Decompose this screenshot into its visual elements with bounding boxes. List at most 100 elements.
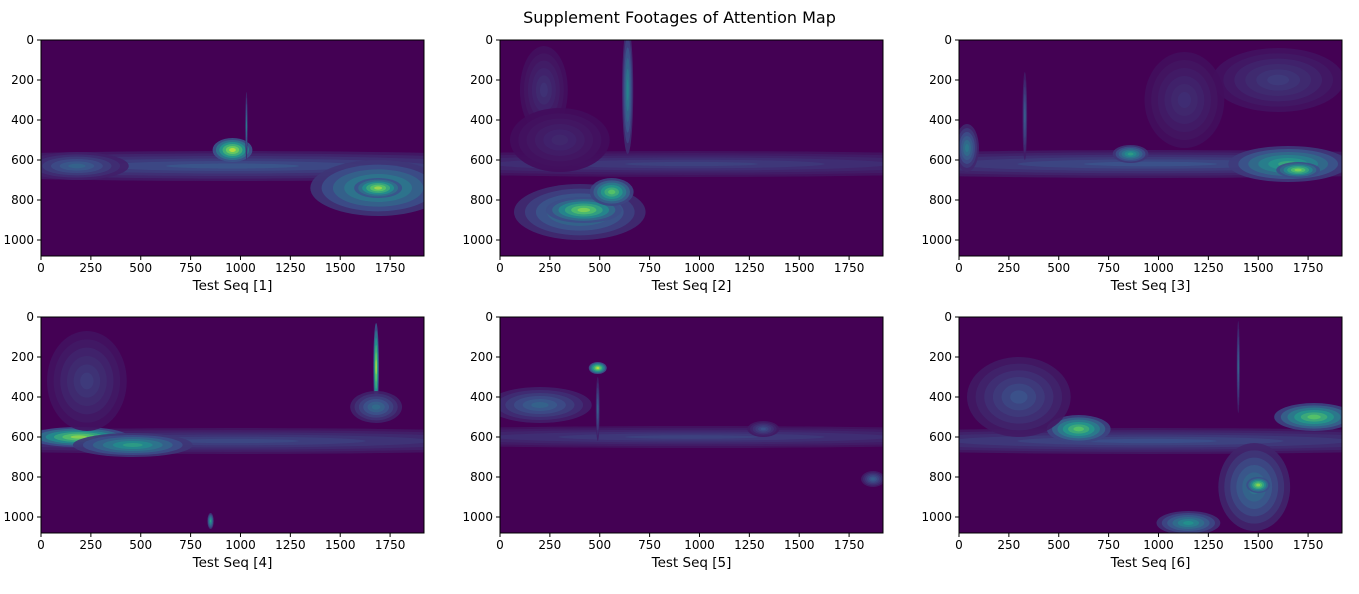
x-tick-label: 1000 xyxy=(1143,261,1174,275)
attention-region-3 xyxy=(1276,162,1321,178)
attention-region-6 xyxy=(1144,52,1225,148)
heatmap-panel-3: 0 250 500 750 1000 1250 1500 1750 0 200 400 600 800 1… xyxy=(921,33,1343,294)
heatmap-panel-6: 0 250 500 750 1000 1250 1500 1750 0 200 400 600 800 1… xyxy=(921,310,1343,571)
y-tick-label: 800 xyxy=(929,193,952,207)
y-tick-label: 600 xyxy=(11,430,34,444)
attention-region-5 xyxy=(747,421,780,437)
x-tick-label: 750 xyxy=(179,261,202,275)
y-tick-label: 1000 xyxy=(462,510,493,524)
x-tick-label: 250 xyxy=(997,538,1020,552)
heatmap-panel-2: 0 250 500 750 1000 1250 1500 1750 0 200 400 600 800 1… xyxy=(462,33,884,294)
y-tick-label: 800 xyxy=(470,193,493,207)
attention-region-6 xyxy=(41,152,129,180)
figure-title: Supplement Footages of Attention Map xyxy=(523,8,836,27)
y-tick-label: 0 xyxy=(944,310,952,324)
x-tick-label: 500 xyxy=(588,261,611,275)
attention-region-6 xyxy=(861,471,883,487)
y-tick-label: 800 xyxy=(11,193,34,207)
attention-region-8 xyxy=(1236,321,1240,413)
attention-region-5 xyxy=(245,92,248,160)
y-tick-label: 400 xyxy=(470,113,493,127)
attention-region-3 xyxy=(1274,403,1342,431)
y-tick-label: 200 xyxy=(470,350,493,364)
x-tick-label: 0 xyxy=(496,538,504,552)
attention-region-7 xyxy=(959,124,979,172)
x-tick-label: 250 xyxy=(997,261,1020,275)
y-tick-label: 0 xyxy=(944,33,952,47)
x-tick-label: 500 xyxy=(129,538,152,552)
attention-region-7 xyxy=(966,357,1071,437)
x-tick-label: 1250 xyxy=(1193,261,1224,275)
x-tick-label: 0 xyxy=(37,538,45,552)
x-tick-label: 0 xyxy=(37,261,45,275)
x-tick-label: 1750 xyxy=(1293,261,1324,275)
x-tick-label: 750 xyxy=(638,538,661,552)
axes-frame xyxy=(499,39,884,257)
y-tick-label: 200 xyxy=(929,73,952,87)
attention-region-4 xyxy=(212,138,253,162)
y-tick-label: 200 xyxy=(470,73,493,87)
x-tick-label: 1750 xyxy=(834,261,865,275)
x-tick-label: 1250 xyxy=(275,261,306,275)
x-tick-label: 1250 xyxy=(734,538,765,552)
attention-region-4 xyxy=(373,323,379,411)
x-tick-label: 1250 xyxy=(734,261,765,275)
y-tick-label: 0 xyxy=(26,33,34,47)
axes-frame xyxy=(958,316,1343,534)
y-tick-label: 1000 xyxy=(462,233,493,247)
x-tick-label: 1500 xyxy=(784,261,815,275)
x-tick-label: 250 xyxy=(79,538,102,552)
y-tick-label: 1000 xyxy=(921,510,952,524)
attention-region-3 xyxy=(588,362,607,374)
x-tick-label: 1000 xyxy=(225,261,256,275)
x-tick-label: 1500 xyxy=(1243,261,1274,275)
x-tick-label: 750 xyxy=(1097,538,1120,552)
x-tick-label: 0 xyxy=(955,261,963,275)
y-tick-label: 600 xyxy=(470,153,493,167)
x-tick-label: 1500 xyxy=(784,538,815,552)
y-tick-label: 400 xyxy=(11,390,34,404)
y-tick-label: 0 xyxy=(485,310,493,324)
x-tick-label: 1750 xyxy=(375,261,406,275)
x-axis-label: Test Seq [1] xyxy=(192,278,273,294)
x-tick-label: 1000 xyxy=(684,538,715,552)
attention-region-5 xyxy=(350,391,403,423)
y-tick-label: 400 xyxy=(470,390,493,404)
attention-region-1 xyxy=(500,426,883,448)
x-tick-label: 750 xyxy=(638,261,661,275)
y-tick-label: 0 xyxy=(485,33,493,47)
x-tick-label: 0 xyxy=(955,538,963,552)
x-tick-label: 1500 xyxy=(325,261,356,275)
y-tick-label: 200 xyxy=(929,350,952,364)
attention-region-4 xyxy=(589,178,634,206)
heatmap-panel-1: 0 250 500 750 1000 1250 1500 1750 0 200 400 600 800 1… xyxy=(3,33,425,294)
heatmap-panel-5: 0 250 500 750 1000 1250 1500 1750 0 200 400 600 800 1… xyxy=(462,310,884,571)
x-tick-label: 1750 xyxy=(375,538,406,552)
attention-region-3 xyxy=(72,433,193,457)
x-axis-label: Test Seq [5] xyxy=(651,555,732,571)
y-tick-label: 600 xyxy=(470,430,493,444)
y-tick-label: 800 xyxy=(11,470,34,484)
heatmap-panel-4: 0 250 500 750 1000 1250 1500 1750 0 200 400 600 800 1… xyxy=(3,310,425,571)
y-tick-label: 1000 xyxy=(3,233,34,247)
x-tick-label: 1500 xyxy=(1243,538,1274,552)
heatmap-background xyxy=(500,317,883,533)
attention-region-3 xyxy=(545,197,622,223)
x-tick-label: 500 xyxy=(1047,261,1070,275)
attention-region-3 xyxy=(354,178,403,198)
x-tick-label: 250 xyxy=(538,261,561,275)
x-tick-label: 750 xyxy=(179,538,202,552)
attention-region-6 xyxy=(46,331,127,431)
y-tick-label: 600 xyxy=(929,153,952,167)
y-tick-label: 800 xyxy=(929,470,952,484)
attention-region-4 xyxy=(595,377,600,441)
axes-frame xyxy=(40,316,425,534)
x-tick-label: 1000 xyxy=(1143,538,1174,552)
y-tick-label: 0 xyxy=(26,310,34,324)
x-axis-label: Test Seq [2] xyxy=(651,278,732,294)
x-tick-label: 1000 xyxy=(684,261,715,275)
x-tick-label: 500 xyxy=(129,261,152,275)
y-tick-label: 1000 xyxy=(921,233,952,247)
axes-frame xyxy=(499,316,884,534)
